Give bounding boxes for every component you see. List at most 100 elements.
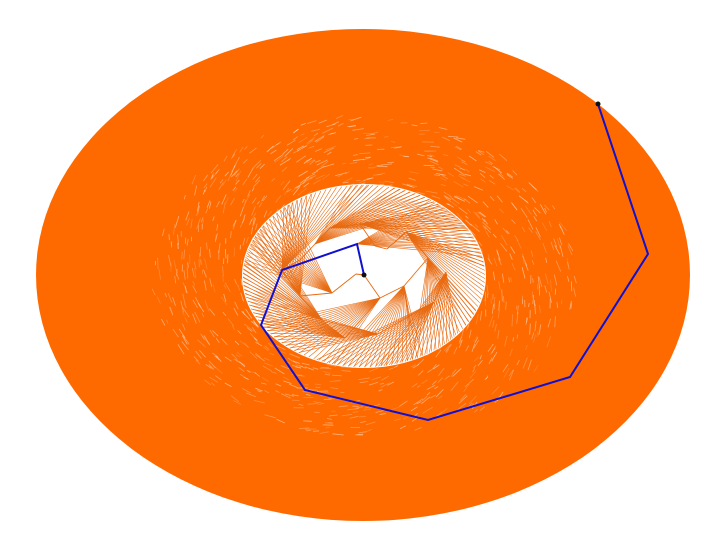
texture-dash xyxy=(516,239,522,249)
texture-dash xyxy=(550,241,555,251)
texture-dash xyxy=(521,226,526,233)
texture-dash xyxy=(195,359,201,365)
texture-dash xyxy=(215,169,220,174)
fan-line xyxy=(299,195,307,297)
texture-dash xyxy=(186,267,189,279)
texture-dash xyxy=(420,122,428,124)
texture-dash xyxy=(537,276,540,288)
texture-dash xyxy=(253,160,262,168)
texture-dash xyxy=(447,172,455,177)
texture-dash xyxy=(202,189,206,195)
texture-dash xyxy=(168,255,172,267)
texture-dash xyxy=(365,421,376,426)
fan-line xyxy=(243,264,346,339)
texture-dash xyxy=(298,427,310,429)
fan-line xyxy=(262,225,333,294)
texture-dash xyxy=(280,351,287,354)
texture-dash xyxy=(352,158,365,162)
texture-dash xyxy=(237,284,241,291)
texture-dash xyxy=(245,392,257,398)
texture-dash xyxy=(271,141,282,149)
texture-dash xyxy=(209,201,212,209)
texture-dash xyxy=(437,395,443,400)
texture-dash xyxy=(394,146,401,149)
texture-dash xyxy=(457,156,462,160)
texture-dash xyxy=(215,375,222,381)
texture-dash xyxy=(521,187,527,193)
texture-dash xyxy=(474,236,479,244)
texture-dash xyxy=(548,221,552,228)
texture-dash xyxy=(459,336,462,343)
texture-dash xyxy=(264,414,277,419)
texture-dash xyxy=(460,394,467,401)
texture-dash xyxy=(502,273,505,283)
texture-dash xyxy=(538,324,542,336)
texture-dash xyxy=(393,365,399,369)
texture-dash xyxy=(464,173,472,177)
texture-dash xyxy=(491,386,500,395)
texture-dash xyxy=(240,292,244,302)
texture-dash xyxy=(492,165,501,171)
texture-dash xyxy=(194,268,197,279)
fan-line xyxy=(329,227,468,229)
texture-dash xyxy=(573,287,576,297)
texture-dash xyxy=(438,173,444,176)
texture-dash xyxy=(301,177,313,184)
texture-dash xyxy=(408,177,416,181)
texture-dash xyxy=(204,300,210,312)
texture-dash xyxy=(460,177,471,183)
texture-dash xyxy=(352,411,359,413)
fan-line xyxy=(329,221,462,229)
texture-dash xyxy=(419,129,430,132)
texture-dash xyxy=(323,398,332,400)
fan-line xyxy=(359,223,475,239)
fan-line xyxy=(394,271,447,365)
texture-dash xyxy=(484,161,493,166)
texture-dash xyxy=(352,128,364,131)
texture-dash xyxy=(280,365,290,370)
texture-dash xyxy=(197,201,200,212)
texture-dash xyxy=(303,157,313,165)
fan-line xyxy=(433,271,447,351)
texture-dash xyxy=(457,175,465,180)
texture-dash xyxy=(480,178,486,183)
texture-dash xyxy=(391,406,400,410)
texture-dash xyxy=(544,207,547,213)
texture-dash xyxy=(467,195,478,204)
fan-line xyxy=(329,201,435,229)
texture-dash xyxy=(324,373,331,376)
texture-dash xyxy=(467,322,470,329)
texture-dash xyxy=(499,208,504,214)
texture-dash xyxy=(182,323,186,331)
texture-dash xyxy=(177,344,185,355)
texture-dash xyxy=(450,369,457,378)
texture-dash xyxy=(224,171,229,177)
texture-dash xyxy=(497,310,500,319)
texture-dash xyxy=(267,211,272,217)
texture-dash xyxy=(473,339,479,349)
fan-line xyxy=(299,197,303,297)
texture-dash xyxy=(488,357,493,365)
texture-dash xyxy=(505,301,507,310)
texture-dash xyxy=(245,308,253,319)
texture-dash xyxy=(212,284,216,293)
fan-line xyxy=(294,297,381,351)
texture-dash xyxy=(372,173,382,176)
texture-dash xyxy=(183,270,186,280)
texture-dash xyxy=(444,196,452,203)
texture-dash xyxy=(210,172,214,180)
texture-dash xyxy=(233,247,236,257)
texture-dash xyxy=(275,195,282,203)
fan-line xyxy=(424,271,447,355)
spiral-edge xyxy=(363,274,381,299)
texture-dash xyxy=(493,271,496,281)
spiral-edge xyxy=(299,295,323,321)
texture-dash xyxy=(491,355,496,362)
texture-dash xyxy=(249,351,258,360)
fan-line xyxy=(359,223,479,247)
fan-line xyxy=(292,202,301,297)
texture-dash xyxy=(296,145,307,152)
texture-dash xyxy=(510,246,516,254)
fan-line xyxy=(359,223,484,262)
fan-line xyxy=(250,243,301,297)
